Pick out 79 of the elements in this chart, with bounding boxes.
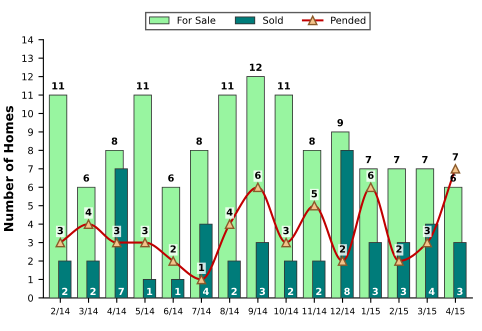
x-tick-label: 2/14	[51, 308, 70, 316]
data-label: 7	[118, 288, 124, 295]
y-tick-label: 11	[22, 92, 33, 99]
data-label: 6	[255, 172, 261, 179]
data-label: 2	[340, 245, 346, 253]
y-tick-label: 1	[28, 276, 33, 284]
data-label: 9	[337, 119, 344, 126]
data-label: 2	[288, 288, 294, 295]
data-label: 1	[147, 288, 152, 295]
y-tick-label: 7	[28, 165, 33, 173]
data-label: 2	[396, 245, 402, 253]
data-label: 2	[90, 288, 96, 295]
x-tick-label: 12/14	[330, 308, 355, 316]
x-tick-label: 4/14	[107, 308, 126, 316]
x-tick-label: 2/15	[390, 308, 408, 316]
bar	[134, 94, 152, 298]
x-tick-label: 5/14	[136, 308, 154, 316]
data-label: 3	[114, 226, 120, 234]
data-label: 8	[112, 137, 118, 145]
data-label: 3	[283, 226, 289, 234]
data-label: 6	[368, 172, 374, 179]
x-tick-label: 3/14	[79, 308, 98, 316]
data-label: 3	[260, 288, 265, 296]
x-tick-label: 9/14	[248, 308, 268, 316]
data-label: 11	[52, 82, 64, 90]
data-label: 7	[366, 156, 372, 164]
data-label: 2	[62, 288, 68, 295]
y-axis-title: Number of Homes	[4, 106, 14, 232]
y-tick-label: 13	[22, 54, 33, 62]
data-label: 5	[312, 190, 318, 198]
x-tick-label: 6/14	[164, 308, 183, 316]
data-label: 11	[137, 82, 149, 90]
x-tick-label: 3/15	[418, 308, 436, 316]
legend-label: For Sale	[178, 16, 216, 24]
data-label: 3	[457, 288, 463, 296]
y-tick-label: 6	[28, 184, 34, 192]
data-label: 4	[428, 288, 435, 295]
data-label: 11	[278, 82, 290, 90]
legend-label: Pended	[331, 16, 366, 24]
legend-label: Sold	[263, 16, 283, 24]
data-label: 8	[196, 137, 202, 145]
x-tick-label: 4/15	[446, 308, 464, 316]
data-label: 1	[199, 264, 204, 271]
data-label: 4	[226, 208, 233, 216]
data-label: 7	[394, 156, 400, 164]
y-tick-label: 2	[28, 257, 33, 265]
y-tick-label: 3	[28, 239, 33, 246]
y-tick-label: 12	[22, 73, 33, 80]
data-label: 3	[58, 226, 63, 234]
data-label: 7	[452, 153, 458, 160]
x-tick-label: 1/15	[362, 308, 380, 316]
data-label: 3	[424, 226, 430, 234]
data-label: 2	[232, 288, 237, 295]
data-label: 4	[202, 288, 209, 295]
x-tick-label: 11/14	[302, 308, 326, 316]
data-label: 8	[344, 288, 350, 296]
data-label: 3	[142, 226, 148, 234]
data-label: 12	[250, 64, 262, 71]
data-label: 6	[168, 174, 174, 182]
y-tick-label: 0	[28, 294, 34, 302]
x-tick-label: 8/14	[220, 308, 239, 316]
data-label: 4	[86, 208, 92, 216]
data-label: 8	[309, 137, 315, 145]
data-label: 2	[316, 288, 322, 295]
data-label: 11	[222, 82, 234, 90]
data-label: 3	[372, 288, 378, 296]
data-label: 7	[422, 156, 428, 164]
data-label: 2	[170, 245, 176, 253]
x-tick-label: 7/14	[192, 308, 211, 316]
y-tick-label: 9	[28, 128, 33, 136]
data-label: 1	[175, 288, 180, 295]
y-tick-label: 5	[28, 202, 33, 210]
y-tick-label: 4	[28, 220, 34, 228]
y-tick-label: 10	[22, 110, 34, 118]
data-label: 3	[400, 288, 406, 296]
data-label: 6	[84, 174, 90, 182]
y-tick-label: 8	[28, 146, 33, 154]
x-tick-label: 10/14	[274, 308, 298, 316]
y-tick-label: 14	[22, 36, 34, 44]
